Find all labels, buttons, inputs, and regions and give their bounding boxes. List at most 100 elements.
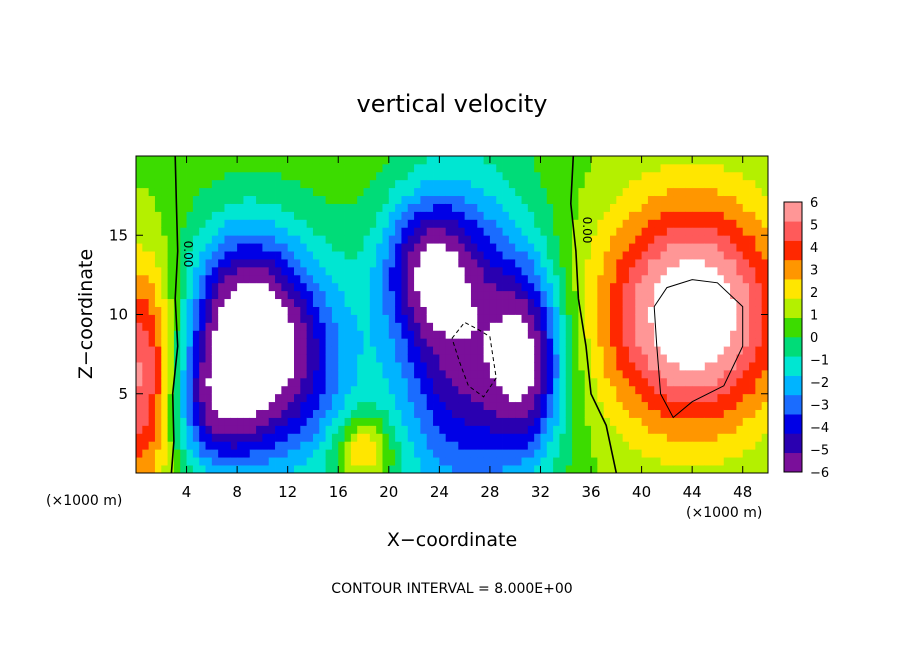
heatmap-cell [521, 274, 529, 284]
heatmap-cell [540, 338, 548, 347]
heatmap-cell [224, 163, 232, 173]
heatmap-cell [439, 171, 447, 181]
heatmap-cell [407, 306, 415, 315]
heatmap-cell [628, 282, 636, 292]
heatmap-cell [452, 156, 459, 165]
heatmap-cell [572, 338, 579, 347]
heatmap-cell [218, 195, 225, 204]
heatmap-cell [591, 171, 598, 181]
heatmap-cell [306, 393, 314, 403]
heatmap-cell [496, 409, 503, 418]
heatmap-cell [521, 314, 529, 323]
colorbar-swatch [784, 317, 802, 338]
heatmap-cell [224, 219, 232, 228]
heatmap-cell [553, 362, 560, 371]
heatmap-cell [331, 203, 339, 212]
heatmap-cell [243, 266, 251, 276]
heatmap-cell [230, 179, 238, 189]
heatmap-cell [148, 314, 156, 323]
heatmap-cell [414, 338, 421, 347]
heatmap-cell [622, 203, 630, 212]
heatmap-cell [350, 156, 358, 165]
heatmap-cell [584, 227, 592, 236]
heatmap-cell [610, 266, 617, 276]
heatmap-cell [540, 235, 548, 244]
heatmap-cell [407, 179, 415, 189]
heatmap-cell [243, 314, 251, 323]
heatmap-cell [755, 425, 763, 434]
heatmap-cell [679, 274, 687, 284]
heatmap-cell [388, 156, 396, 165]
heatmap-cell [534, 211, 541, 220]
heatmap-cell [641, 457, 649, 466]
heatmap-cell [414, 187, 421, 197]
heatmap-cell [300, 338, 308, 347]
heatmap-cell [218, 219, 225, 228]
heatmap-cell [192, 211, 200, 220]
heatmap-cell [445, 346, 453, 355]
heatmap-cell [161, 346, 168, 355]
heatmap-cell [483, 377, 491, 387]
heatmap-cell [698, 322, 706, 331]
heatmap-cell [426, 393, 434, 403]
heatmap-cell [243, 282, 251, 292]
heatmap-cell [591, 219, 598, 228]
heatmap-cell [154, 385, 162, 395]
heatmap-cell [666, 385, 674, 395]
heatmap-cell [464, 314, 472, 323]
heatmap-cell [603, 179, 611, 189]
heatmap-cell [433, 314, 440, 323]
heatmap-cell [647, 393, 655, 403]
heatmap-cell [534, 385, 541, 395]
heatmap-cell [679, 187, 687, 197]
heatmap-cell [211, 259, 219, 268]
heatmap-cell [647, 156, 655, 165]
heatmap-cell [237, 425, 244, 434]
heatmap-cell [660, 377, 668, 387]
heatmap-cell [692, 266, 699, 276]
heatmap-cell [180, 346, 187, 355]
heatmap-cell [439, 346, 447, 355]
heatmap-cell [755, 330, 763, 339]
heatmap-cell [597, 338, 605, 347]
heatmap-cell [508, 282, 516, 292]
heatmap-cell [136, 449, 143, 458]
heatmap-cell [306, 346, 314, 355]
heatmap-cell [224, 195, 232, 204]
heatmap-cell [534, 251, 541, 260]
heatmap-cell [433, 211, 440, 220]
heatmap-cell [439, 179, 447, 189]
heatmap-cell [755, 393, 763, 403]
heatmap-cell [401, 401, 409, 411]
heatmap-cell [755, 219, 763, 228]
heatmap-cell [325, 171, 333, 181]
heatmap-cell [237, 187, 244, 197]
heatmap-cell [755, 417, 763, 426]
heatmap-cell [136, 306, 143, 315]
heatmap-cell [319, 171, 326, 181]
heatmap-cell [502, 306, 510, 315]
heatmap-cell [470, 346, 478, 355]
heatmap-cell [698, 409, 706, 418]
heatmap-cell [597, 330, 605, 339]
heatmap-cell [685, 219, 693, 228]
heatmap-cell [268, 227, 276, 236]
heatmap-cell [148, 322, 156, 331]
heatmap-cell [685, 441, 693, 450]
heatmap-cell [692, 274, 699, 284]
heatmap-cell [553, 425, 560, 434]
heatmap-cell [597, 251, 605, 260]
heatmap-cell [635, 330, 642, 339]
heatmap-cell [464, 338, 472, 347]
heatmap-cell [186, 465, 194, 474]
heatmap-cell [628, 211, 636, 220]
heatmap-cell [483, 401, 491, 411]
heatmap-cell [154, 433, 162, 442]
heatmap-cell [237, 322, 244, 331]
heatmap-cell [136, 409, 143, 418]
heatmap-cell [268, 377, 276, 387]
heatmap-cell [262, 219, 270, 228]
heatmap-cell [704, 377, 712, 387]
heatmap-cell [199, 290, 206, 300]
heatmap-cell [470, 259, 478, 268]
